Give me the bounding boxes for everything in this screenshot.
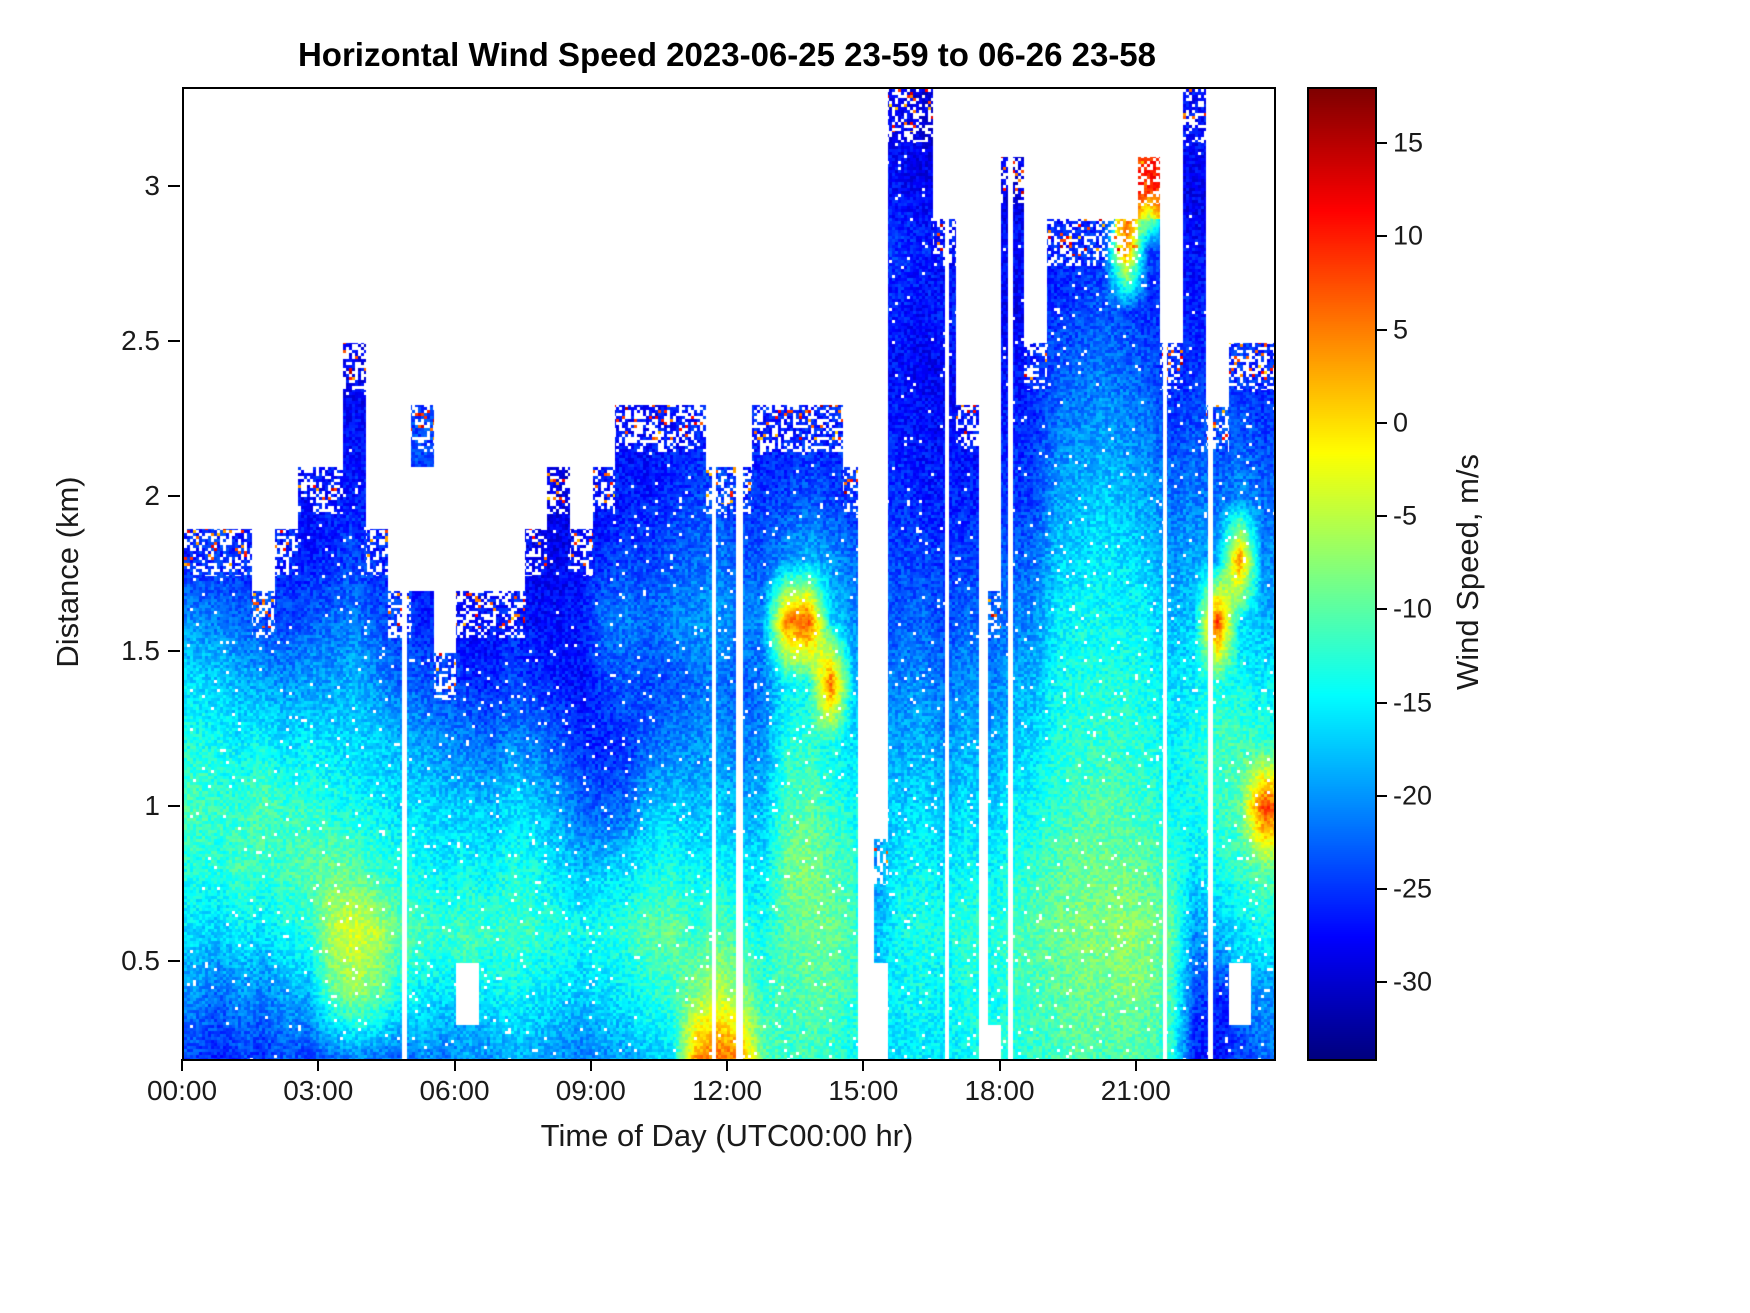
colorbar-tick-mark bbox=[1377, 888, 1387, 891]
colorbar-label: Wind Speed, m/s bbox=[1450, 453, 1485, 691]
x-tick-label: 15:00 bbox=[828, 1075, 899, 1106]
colorbar-tick-label: -10 bbox=[1393, 593, 1433, 624]
colorbar-tick-mark bbox=[1377, 515, 1387, 518]
colorbar-tick-label: 5 bbox=[1393, 314, 1409, 344]
y-tick-label: 3 bbox=[144, 170, 160, 202]
y-tick-label: 1.5 bbox=[121, 635, 160, 667]
x-tick-mark bbox=[1134, 1059, 1137, 1071]
x-tick-label: 21:00 bbox=[1100, 1075, 1171, 1106]
x-tick-mark bbox=[726, 1059, 728, 1071]
x-tick-label: 03:00 bbox=[283, 1075, 354, 1106]
x-tick-mark bbox=[453, 1059, 456, 1071]
y-tick-label: 2 bbox=[144, 480, 160, 512]
x-axis-label: Time of Day (UTC00:00 hr) bbox=[540, 1118, 914, 1153]
x-tick-mark bbox=[589, 1059, 592, 1071]
x-tick-label: 00:00 bbox=[146, 1075, 218, 1106]
x-tick-label: 18:00 bbox=[964, 1075, 1035, 1106]
y-tick-mark bbox=[168, 650, 180, 653]
colorbar-tick-mark bbox=[1377, 235, 1387, 238]
colorbar-tick-mark bbox=[1377, 141, 1387, 144]
y-tick-mark bbox=[168, 959, 180, 962]
colorbar-tick-mark bbox=[1377, 981, 1387, 984]
y-axis-label: Distance (km) bbox=[50, 476, 85, 668]
colorbar-tick-mark bbox=[1377, 794, 1387, 797]
colorbar-tick-label: 15 bbox=[1393, 127, 1424, 158]
colorbar-tick-label: 0 bbox=[1393, 407, 1409, 438]
x-tick-mark bbox=[317, 1059, 320, 1071]
colorbar-tick-mark bbox=[1377, 608, 1387, 611]
y-tick-mark bbox=[168, 340, 180, 343]
x-tick-mark bbox=[181, 1059, 183, 1071]
heatmap-canvas bbox=[184, 89, 1274, 1059]
x-tick-label: 06:00 bbox=[419, 1075, 490, 1106]
y-tick-mark bbox=[168, 495, 180, 498]
x-tick-label: 12:00 bbox=[691, 1075, 763, 1106]
colorbar-tick-mark bbox=[1377, 421, 1387, 424]
y-tick-label: 0.5 bbox=[121, 944, 160, 976]
colorbar-tick-mark bbox=[1377, 328, 1387, 331]
x-tick-mark bbox=[998, 1059, 1001, 1071]
colorbar-tick-label: -15 bbox=[1393, 687, 1433, 718]
colorbar bbox=[1307, 87, 1377, 1061]
colorbar-tick-label: -30 bbox=[1393, 966, 1433, 997]
y-tick-mark bbox=[168, 804, 180, 807]
chart-title: Horizontal Wind Speed 2023-06-25 23-59 t… bbox=[297, 36, 1157, 73]
colorbar-tick-label: -25 bbox=[1393, 873, 1433, 904]
y-tick-label: 1 bbox=[144, 789, 160, 821]
x-tick-label: 09:00 bbox=[555, 1075, 626, 1106]
colorbar-tick-mark bbox=[1377, 701, 1387, 704]
y-tick-label: 2.5 bbox=[121, 325, 160, 357]
y-tick-mark bbox=[168, 185, 180, 188]
colorbar-tick-label: 10 bbox=[1393, 220, 1424, 251]
plot-area bbox=[182, 87, 1276, 1061]
x-tick-mark bbox=[862, 1059, 865, 1071]
colorbar-tick-label: -5 bbox=[1393, 500, 1418, 531]
colorbar-canvas bbox=[1309, 89, 1375, 1059]
colorbar-tick-label: -20 bbox=[1393, 780, 1433, 811]
